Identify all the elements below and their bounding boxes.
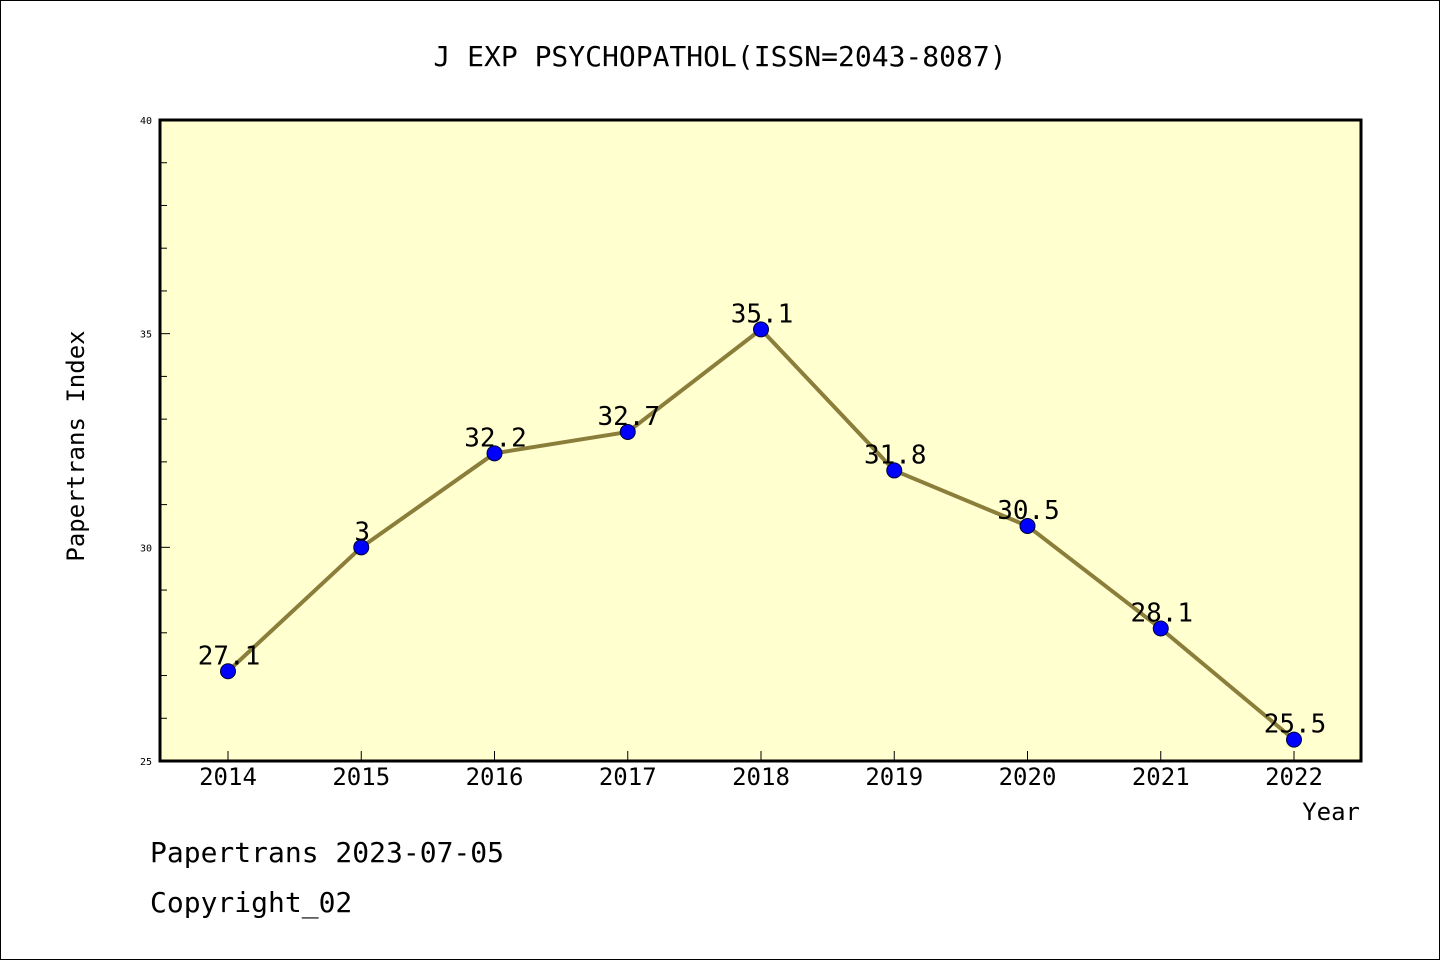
data-label: 31.8	[864, 440, 927, 470]
y-tick-label: 40	[140, 116, 152, 127]
x-tick-label: 2018	[732, 763, 790, 791]
x-tick-label: 2017	[599, 763, 657, 791]
y-axis: 25 30 35 40	[140, 116, 170, 768]
data-point	[220, 663, 236, 680]
x-tick-label: 2022	[1265, 763, 1323, 791]
y-tick-label: 35	[140, 330, 152, 341]
y-tick-label: 25	[140, 757, 152, 768]
data-label: 32.2	[464, 423, 527, 453]
footer-date: Papertrans 2023-07-05	[150, 836, 505, 869]
data-label: 28.1	[1130, 599, 1193, 629]
series-line-group: 27.1 3 32.2 32.7 35.1 31.8 30.5 28.1 25.5	[198, 299, 1327, 748]
x-tick-label: 2014	[199, 763, 257, 791]
y-axis-label: Papertrans Index	[62, 330, 90, 561]
data-label: 3	[354, 517, 370, 547]
data-label: 30.5	[997, 496, 1060, 526]
x-tick-label: 2019	[865, 763, 923, 791]
x-axis: 2014 2015 2016 2017 2018 2019 2020 2021 2022	[199, 751, 1323, 791]
plot-area	[158, 118, 1363, 763]
data-label: 27.1	[198, 641, 261, 671]
data-label: 35.1	[731, 299, 794, 329]
x-tick-label: 2020	[999, 763, 1057, 791]
data-point	[1019, 517, 1036, 534]
x-tick-label: 2016	[466, 763, 524, 791]
data-label: 25.5	[1264, 710, 1327, 740]
x-tick-label: 2021	[1132, 763, 1190, 791]
data-point	[353, 539, 370, 556]
footer-copyright: Copyright_02	[150, 886, 353, 919]
data-label: 32.7	[597, 402, 660, 432]
data-point	[886, 462, 903, 479]
data-point	[619, 423, 636, 440]
x-axis-label: Year	[1302, 798, 1360, 826]
data-point	[486, 445, 503, 462]
x-tick-label: 2015	[332, 763, 390, 791]
data-point	[1286, 731, 1302, 748]
data-point	[1152, 620, 1169, 637]
y-tick-label: 30	[140, 543, 152, 554]
data-point	[753, 321, 769, 338]
chart-title: J EXP PSYCHOPATHOL(ISSN=2043-8087)	[433, 40, 1006, 73]
